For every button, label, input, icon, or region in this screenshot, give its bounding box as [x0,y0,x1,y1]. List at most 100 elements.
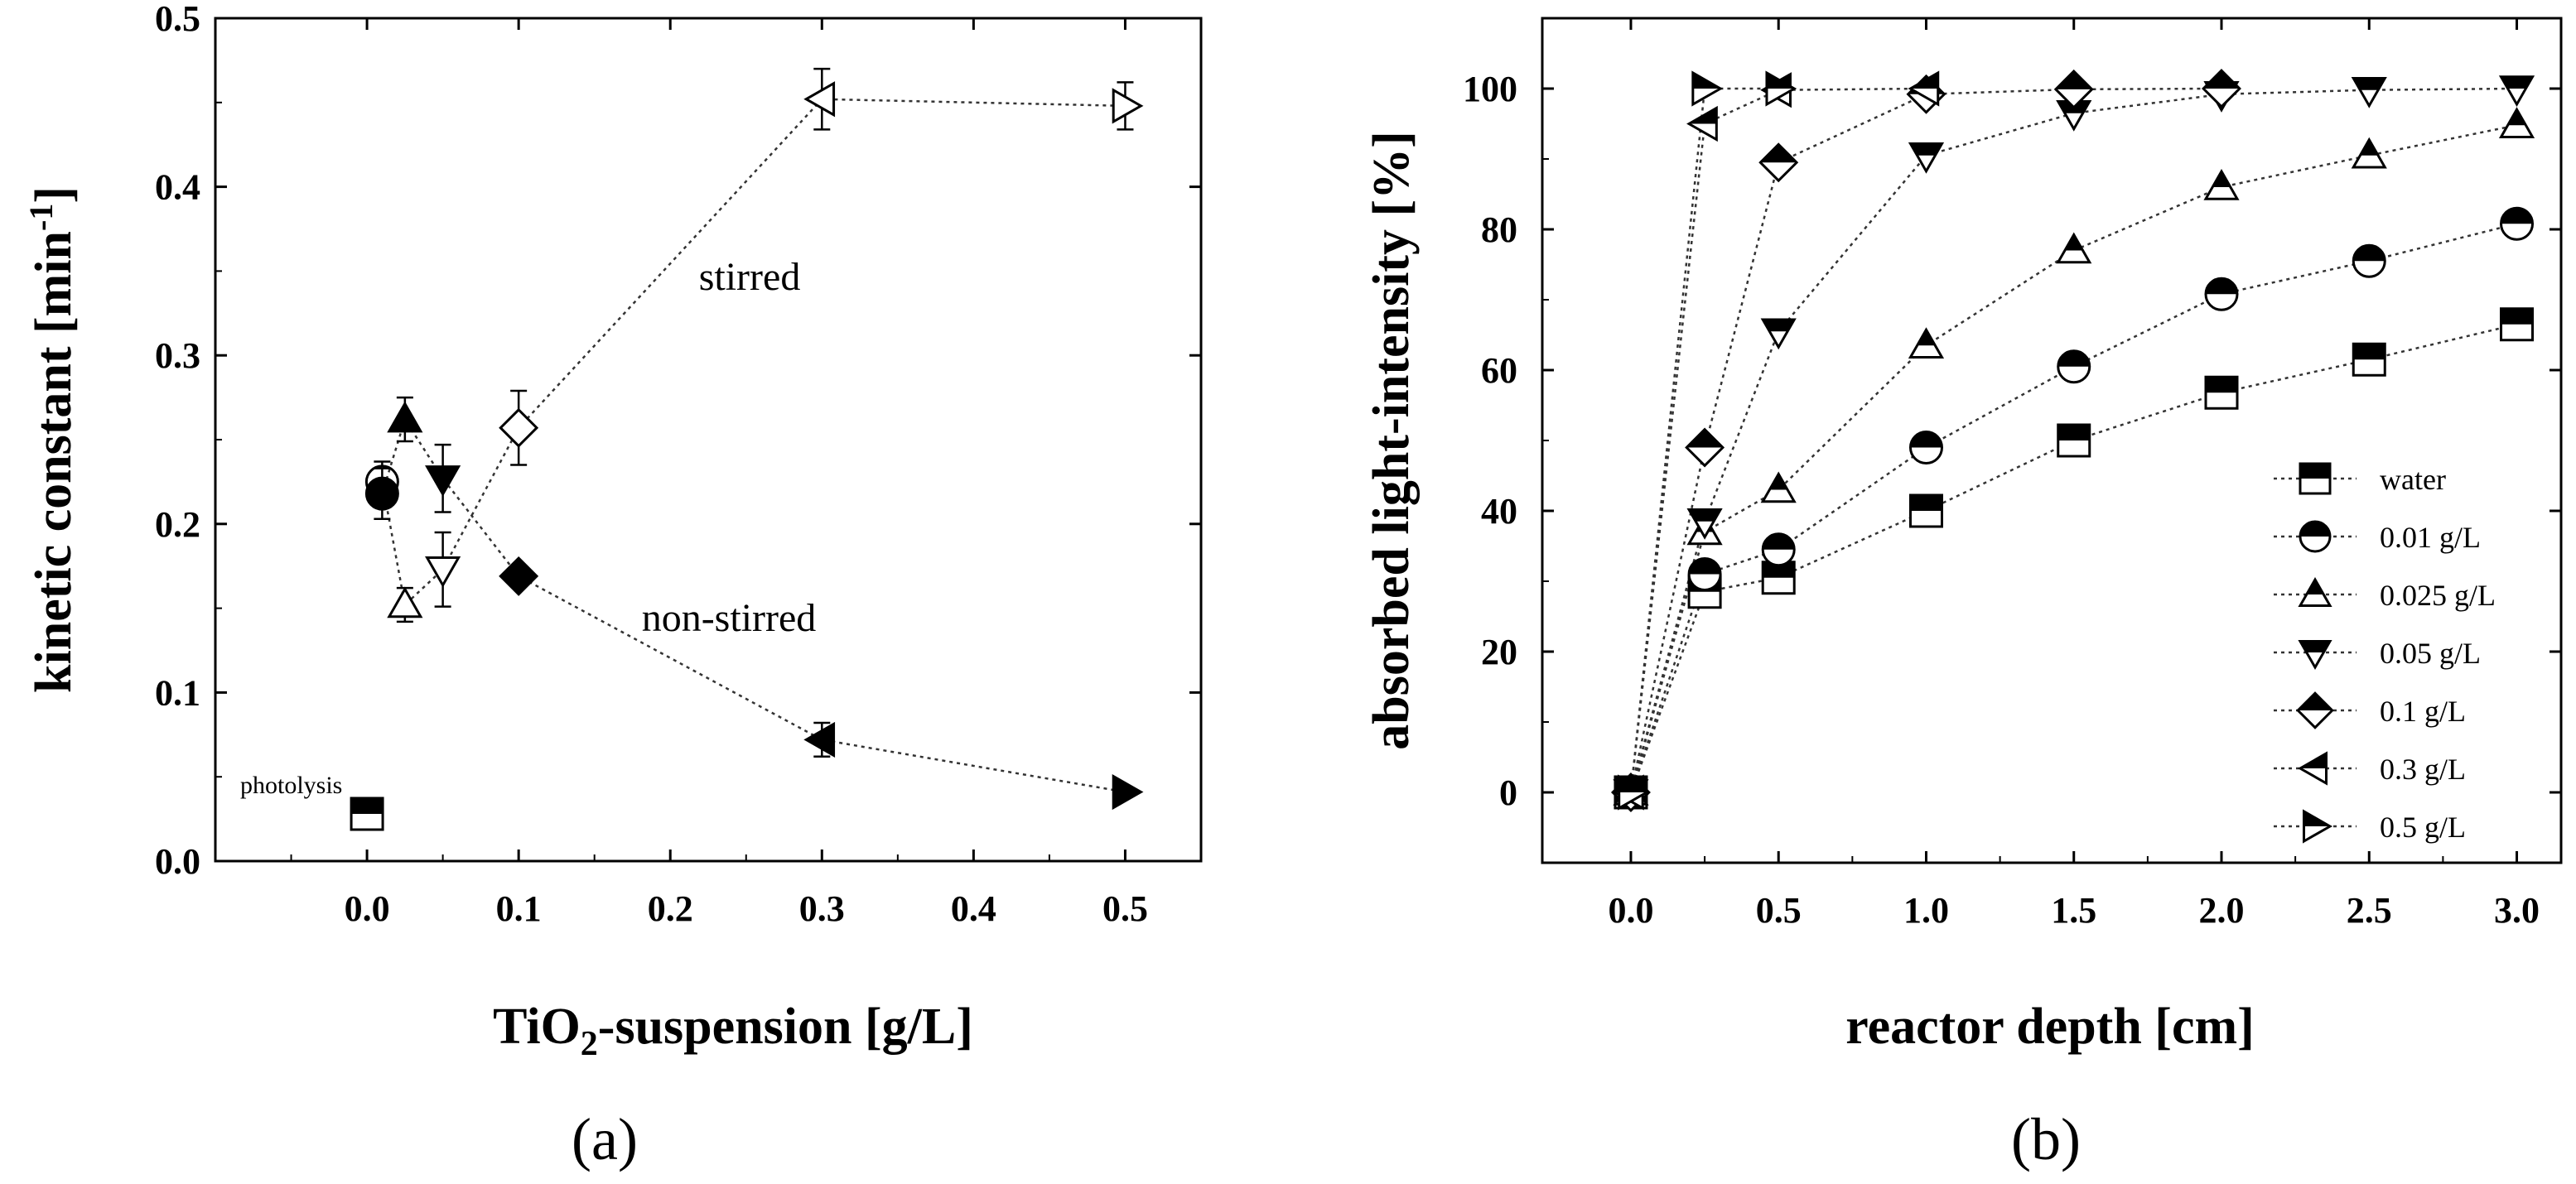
data-point [2056,232,2092,264]
legend-marker [2298,576,2332,607]
data-point [2202,69,2241,108]
legend-label: water [2380,463,2446,496]
panel-a-kinetic-constant-chart: 0.0 0.1 0.2 0.3 0.4 0.5 0.0 0.1 0.2 0.3 0.4 0.5 sti… [22,0,1203,1172]
data-point [2498,107,2535,138]
a-x-tick-label: 0.4 [951,888,996,929]
annotation-stirred: stirred [699,255,801,299]
legend-item: 0.05 g/L [2274,637,2481,671]
data-point [1761,532,1796,567]
data-point [1908,493,1943,528]
series-stirred [364,67,1144,623]
legend-item: 0.1 g/L [2274,691,2466,729]
data-point [2500,307,2535,342]
data-point [1758,142,1799,183]
legend-marker [2296,691,2334,729]
data-point [2057,349,2091,384]
markers-0-5-g-L [1618,70,1797,811]
a-x-tick-label: 0.3 [799,888,845,929]
legend-label: 0.05 g/L [2380,637,2481,670]
b-x-tick-label: 1.5 [2051,890,2096,931]
data-point [364,476,399,511]
b-x-tick-label: 0.0 [1608,890,1653,931]
legend-marker [2299,520,2332,553]
data-point [2498,75,2535,108]
panel-a-label: (a) [572,1106,638,1172]
a-y-tick-label: 0.1 [155,672,200,713]
data-point [387,586,423,618]
a-y-tick-label: 0.0 [155,841,200,882]
data-point [1760,471,1797,503]
annotation-non-stirred: non-stirred [642,596,817,640]
b-x-tick-label: 3.0 [2494,890,2540,931]
legend-item: 0.025 g/L [2274,576,2496,612]
data-point [1908,327,1945,359]
data-point [1691,70,1724,107]
legend-label: 0.025 g/L [2380,579,2496,612]
legend-marker [2297,751,2328,786]
data-point [425,556,461,588]
markers-water [1614,307,2535,810]
b-y-tick-label: 100 [1463,69,1517,109]
data-point [499,556,539,596]
legend-item: 0.5 g/L [2274,809,2466,844]
data-point [803,721,836,758]
a-x-tick-label: 0.5 [1102,888,1148,929]
series-line [1629,87,1927,793]
data-point [1618,774,1649,811]
b-y-tick-label: 40 [1481,491,1517,532]
a-x-tick-label: 0.1 [496,888,542,929]
data-point [1685,427,1725,468]
series-0-05-g-L [1629,87,2517,793]
data-point [2057,423,2091,458]
data-point [1908,431,1943,464]
panel-a-y-axis-label: kinetic constant [min-1] [22,186,82,693]
b-x-tick-label: 2.5 [2347,890,2392,931]
a-x-tick-label: 0.2 [648,888,693,929]
data-point [2352,243,2386,278]
a-y-tick-label: 0.4 [155,167,200,208]
data-point [1760,318,1797,350]
series-line [381,98,1126,607]
data-point [387,401,423,433]
data-point [1765,70,1797,107]
b-y-tick-label: 60 [1481,350,1517,391]
legend-item: 0.01 g/L [2274,520,2481,554]
series-0-1-g-L [1629,87,2222,793]
data-point [2351,76,2387,108]
panel-a-x-axis-label: TiO2-suspension [g/L] [493,999,973,1063]
b-x-tick-label: 2.0 [2199,890,2245,931]
b-x-tick-label: 1.0 [1903,890,1949,931]
b-y-tick-label: 0 [1499,772,1517,813]
legend-marker [2303,809,2333,844]
panel-a-plot-frame [214,17,1203,863]
data-point [1112,88,1144,124]
data-point [1686,105,1718,142]
legend-label: 0.1 g/L [2380,695,2466,728]
series-0-025-g-L [1629,123,2517,793]
panel-b-y-axis-label: absorbed light-intensity [%] [1363,131,1420,749]
data-point [499,407,539,448]
a-y-tick-label: 0.3 [155,335,200,376]
data-point [1908,70,1940,107]
series-line [381,416,1126,793]
data-point [2053,69,2094,109]
legend-item: water [2274,462,2446,496]
legend-item: 0.3 g/L [2274,751,2466,786]
data-point [1686,508,1723,540]
legend-marker [2299,462,2332,495]
a-x-tick-label: 0.0 [345,888,390,929]
data-point [1687,557,1722,591]
data-point [2352,342,2386,377]
data-point [2204,375,2239,410]
data-point [1761,561,1796,595]
data-point [2351,137,2387,169]
a-y-tick-label: 0.2 [155,504,200,545]
b-x-tick-label: 0.5 [1756,890,1802,931]
legend-label: 0.3 g/L [2380,753,2466,786]
data-point [2203,168,2240,200]
panel-b-absorbed-light-chart: 0.0 0.5 1.0 1.5 2.0 2.5 3.0 0 20 40 60 80 100 water 0… [1363,17,2563,1172]
panel-b-label: (b) [2011,1106,2081,1172]
series-0-3-g-L [1629,87,1927,793]
series-non-stirred [364,396,1144,811]
